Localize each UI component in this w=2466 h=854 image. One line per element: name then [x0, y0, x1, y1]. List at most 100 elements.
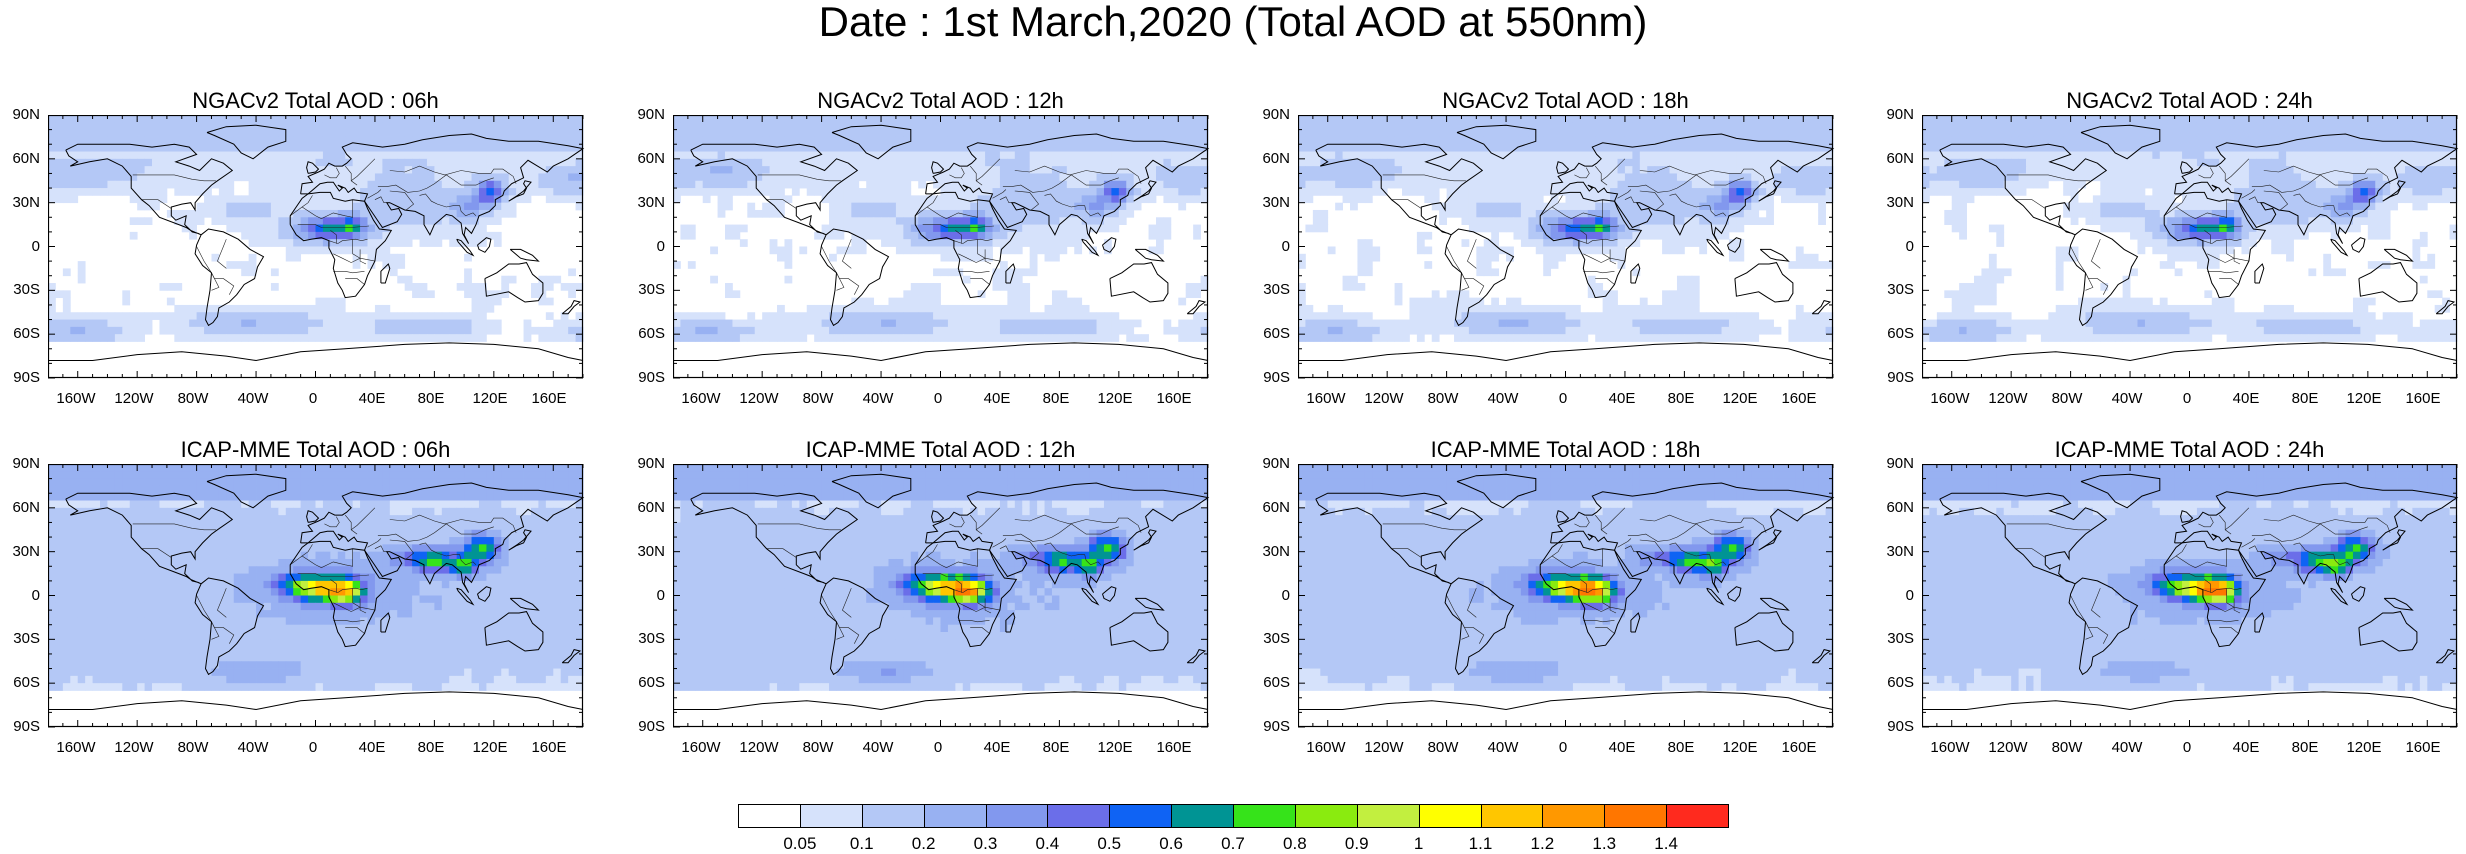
- lon-tick-label: 160W: [1920, 390, 1980, 408]
- lon-tick-label: 40E: [967, 739, 1027, 757]
- lat-tick-label: 60N: [1250, 150, 1290, 168]
- aod-map: [673, 464, 1224, 739]
- lon-tick-label: 40E: [342, 390, 402, 408]
- lat-tick-label: 30N: [0, 194, 40, 212]
- map-plot-area: [673, 464, 1208, 727]
- lon-tick-label: 120E: [2334, 390, 2394, 408]
- lon-tick-label: 40E: [967, 390, 1027, 408]
- panel-title: ICAP-MME Total AOD : 24h: [1922, 437, 2457, 467]
- lat-tick-label: 60N: [625, 150, 665, 168]
- colorbar-swatch: [1542, 804, 1605, 828]
- panel-title: ICAP-MME Total AOD : 06h: [48, 437, 583, 467]
- colorbar-swatch: [1666, 804, 1729, 828]
- lon-tick-label: 160E: [519, 739, 579, 757]
- aod-field: [1298, 115, 1833, 342]
- map-plot-area: [1922, 115, 2457, 378]
- map-plot-area: [673, 115, 1208, 378]
- lat-tick-label: 90N: [1250, 106, 1290, 124]
- lon-tick-label: 160W: [671, 739, 731, 757]
- colorbar-swatch: [1233, 804, 1296, 828]
- lon-tick-label: 160W: [1920, 739, 1980, 757]
- lat-tick-label: 60S: [625, 325, 665, 343]
- lat-tick-label: 90N: [0, 455, 40, 473]
- lat-tick-label: 90S: [1250, 369, 1290, 387]
- colorbar-label: 0.7: [1203, 834, 1263, 854]
- lat-tick-label: 60S: [0, 325, 40, 343]
- lon-tick-label: 120W: [1978, 390, 2038, 408]
- lat-tick-label: 0: [625, 587, 665, 605]
- map-plot-area: [48, 464, 583, 727]
- colorbar-label: 0.4: [1017, 834, 1077, 854]
- lon-tick-label: 80W: [2037, 739, 2097, 757]
- lat-tick-label: 30N: [1250, 194, 1290, 212]
- lon-tick-label: 160E: [2393, 390, 2453, 408]
- lat-tick-label: 90S: [1874, 718, 1914, 736]
- lat-tick-label: 90S: [1250, 718, 1290, 736]
- colorbar: [738, 804, 1728, 828]
- lon-tick-label: 40E: [342, 739, 402, 757]
- lat-tick-label: 90S: [0, 718, 40, 736]
- lon-tick-label: 40W: [1473, 390, 1533, 408]
- lon-tick-label: 80E: [1651, 390, 1711, 408]
- aod-map: [1298, 115, 1849, 390]
- lon-tick-label: 120W: [104, 739, 164, 757]
- lat-tick-label: 90N: [1874, 455, 1914, 473]
- lon-tick-label: 120W: [729, 390, 789, 408]
- colorbar-swatch: [924, 804, 987, 828]
- aod-field: [1298, 464, 1833, 691]
- lat-tick-label: 30S: [0, 630, 40, 648]
- lon-tick-label: 160W: [1296, 390, 1356, 408]
- lon-tick-label: 160E: [1769, 739, 1829, 757]
- panel-title: NGACv2 Total AOD : 06h: [48, 88, 583, 118]
- colorbar-label: 1.3: [1574, 834, 1634, 854]
- lat-tick-label: 60S: [1874, 674, 1914, 692]
- colorbar-swatch: [738, 804, 801, 828]
- aod-field: [48, 464, 583, 691]
- colorbar-swatch: [1295, 804, 1358, 828]
- lon-tick-label: 80E: [1026, 390, 1086, 408]
- aod-field: [1922, 115, 2457, 342]
- lon-tick-label: 0: [283, 739, 343, 757]
- colorbar-label: 1: [1389, 834, 1449, 854]
- aod-map: [673, 115, 1224, 390]
- panel-title: NGACv2 Total AOD : 24h: [1922, 88, 2457, 118]
- lat-tick-label: 0: [1874, 238, 1914, 256]
- lon-tick-label: 40W: [1473, 739, 1533, 757]
- lat-tick-label: 60N: [625, 499, 665, 517]
- colorbar-label: 0.6: [1141, 834, 1201, 854]
- lon-tick-label: 80W: [163, 739, 223, 757]
- lat-tick-label: 90N: [625, 455, 665, 473]
- aod-map: [1298, 464, 1849, 739]
- lat-tick-label: 0: [0, 587, 40, 605]
- map-plot-area: [48, 115, 583, 378]
- lon-tick-label: 80W: [788, 739, 848, 757]
- lat-tick-label: 0: [1250, 587, 1290, 605]
- lat-tick-label: 90S: [0, 369, 40, 387]
- lat-tick-label: 30S: [1250, 630, 1290, 648]
- lon-tick-label: 80E: [1651, 739, 1711, 757]
- colorbar-swatch: [1481, 804, 1544, 828]
- aod-field: [1922, 464, 2457, 691]
- colorbar-label: 0.1: [832, 834, 892, 854]
- lat-tick-label: 30N: [625, 543, 665, 561]
- map-plot-area: [1298, 115, 1833, 378]
- colorbar-swatch: [1047, 804, 1110, 828]
- lat-tick-label: 0: [1250, 238, 1290, 256]
- colorbar-label: 1.1: [1451, 834, 1511, 854]
- lon-tick-label: 0: [908, 390, 968, 408]
- lat-tick-label: 0: [625, 238, 665, 256]
- colorbar-label: 1.2: [1512, 834, 1572, 854]
- colorbar-swatch: [1357, 804, 1420, 828]
- lon-tick-label: 160E: [1769, 390, 1829, 408]
- lat-tick-label: 60S: [1250, 674, 1290, 692]
- lon-tick-label: 0: [1533, 390, 1593, 408]
- panel-title: NGACv2 Total AOD : 18h: [1298, 88, 1833, 118]
- lat-tick-label: 60N: [0, 150, 40, 168]
- aod-map: [1922, 464, 2466, 739]
- lon-tick-label: 120E: [1085, 390, 1145, 408]
- lat-tick-label: 30S: [625, 630, 665, 648]
- lat-tick-label: 60N: [1874, 150, 1914, 168]
